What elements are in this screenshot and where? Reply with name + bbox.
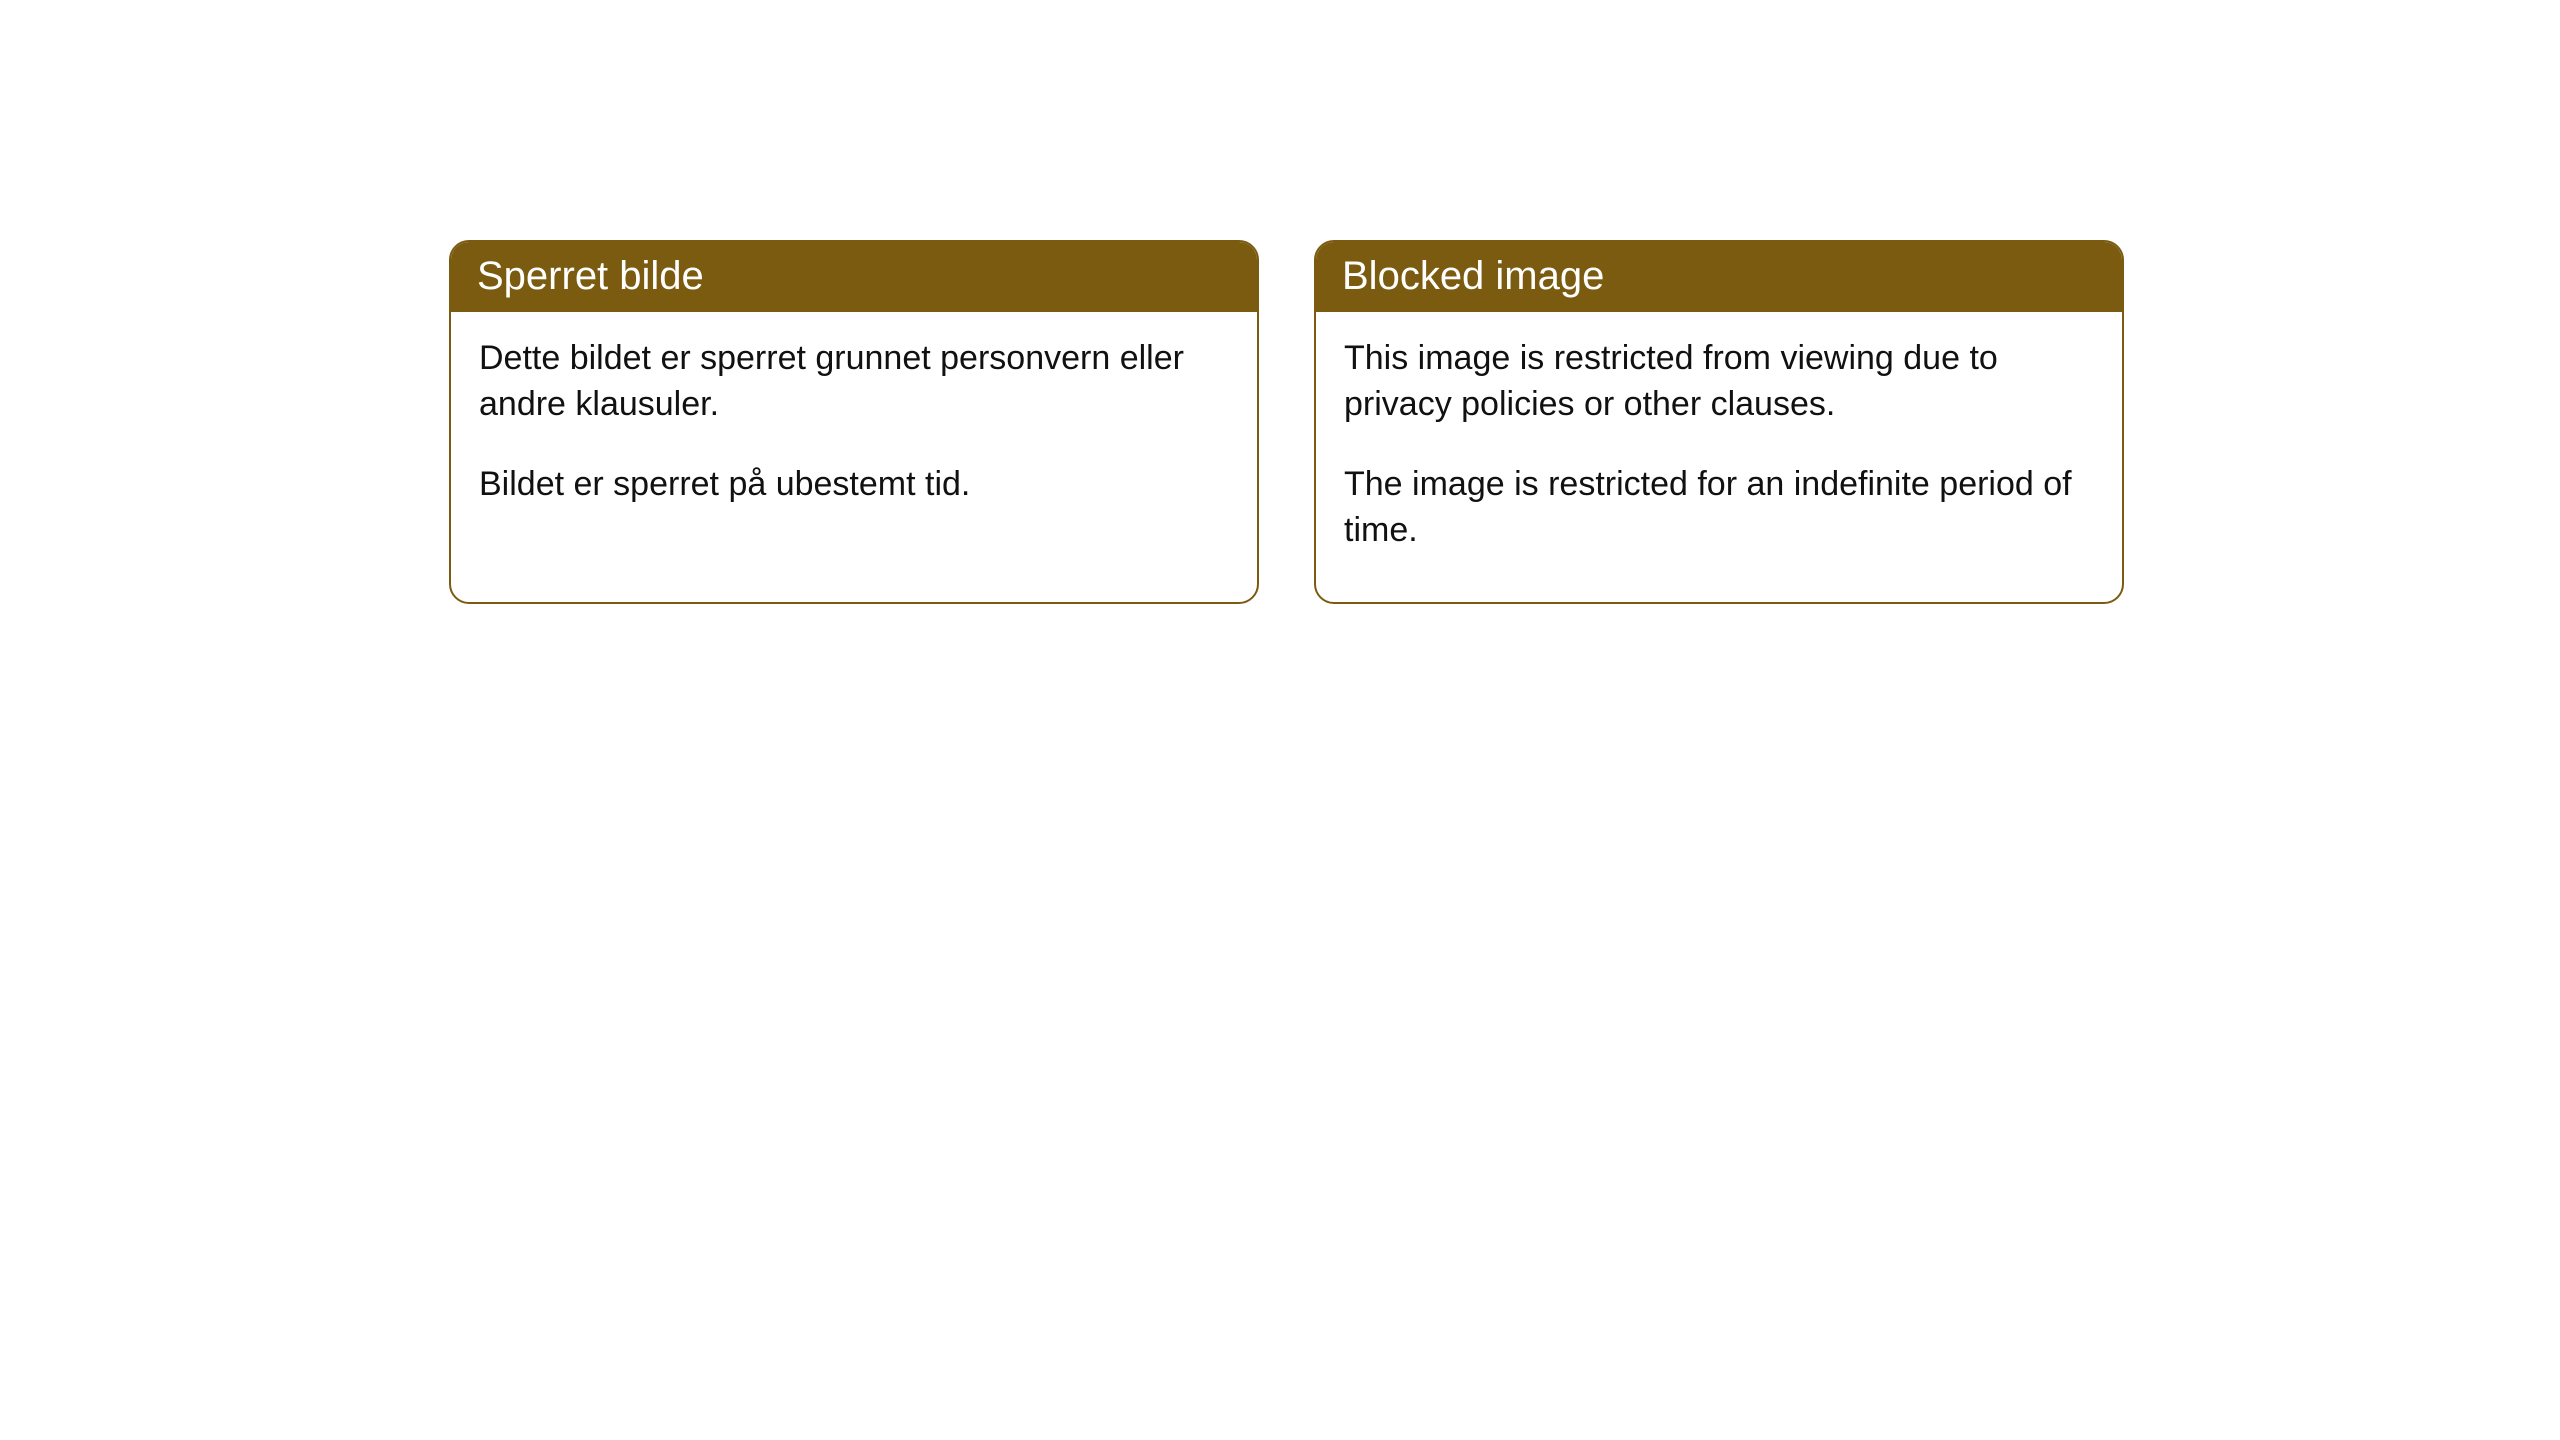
- notice-card-no: Sperret bilde Dette bildet er sperret gr…: [449, 240, 1259, 604]
- notice-body-en: This image is restricted from viewing du…: [1316, 312, 2122, 602]
- notice-container: Sperret bilde Dette bildet er sperret gr…: [449, 240, 2124, 604]
- notice-title-no: Sperret bilde: [451, 242, 1257, 312]
- notice-text: Dette bildet er sperret grunnet personve…: [479, 336, 1229, 428]
- notice-body-no: Dette bildet er sperret grunnet personve…: [451, 312, 1257, 556]
- notice-card-en: Blocked image This image is restricted f…: [1314, 240, 2124, 604]
- notice-text: Bildet er sperret på ubestemt tid.: [479, 462, 1229, 508]
- notice-text: The image is restricted for an indefinit…: [1344, 462, 2094, 554]
- notice-text: This image is restricted from viewing du…: [1344, 336, 2094, 428]
- notice-title-en: Blocked image: [1316, 242, 2122, 312]
